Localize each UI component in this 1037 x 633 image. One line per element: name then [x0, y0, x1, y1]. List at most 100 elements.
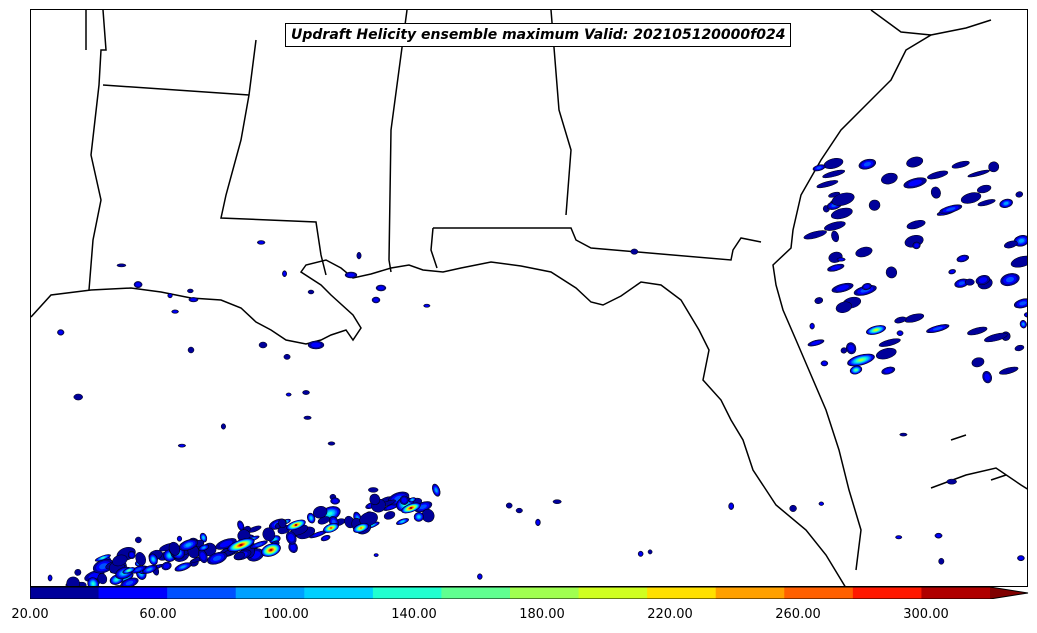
- helicity-contour: [168, 553, 172, 558]
- helicity-contour: [302, 390, 310, 395]
- helicity-contour: [822, 169, 846, 179]
- helicity-contour: [1004, 201, 1009, 205]
- helicity-contour: [830, 207, 853, 220]
- helicity-contour: [536, 520, 540, 525]
- colorbar-tick-label: 180.00: [519, 607, 565, 622]
- helicity-contour: [958, 281, 965, 286]
- helicity-contour: [283, 353, 291, 360]
- helicity-contour: [552, 499, 562, 504]
- helicity-contour: [373, 298, 379, 302]
- helicity-contour: [178, 537, 181, 541]
- helicity-contour: [1025, 313, 1027, 317]
- helicity-contour: [977, 199, 996, 207]
- helicity-contour: [816, 166, 822, 170]
- state-border-ar-la: [102, 84, 250, 96]
- helicity-contour: [927, 170, 949, 180]
- helicity-contour: [1005, 276, 1015, 283]
- helicity-contour: [875, 347, 897, 360]
- helicity-contour: [48, 576, 52, 580]
- helicity-contour: [854, 368, 858, 372]
- map-canvas: [31, 10, 1027, 586]
- helicity-contour: [896, 536, 901, 539]
- helicity-contour: [984, 332, 1008, 343]
- helicity-contour: [273, 538, 277, 541]
- helicity-contour: [202, 546, 206, 549]
- helicity-contour: [97, 573, 108, 585]
- helicity-contour: [988, 161, 1000, 173]
- helicity-contour: [1018, 238, 1025, 243]
- helicity-contour: [239, 543, 243, 547]
- helicity-contour: [258, 241, 264, 244]
- helicity-contour: [434, 488, 438, 493]
- helicity-contour: [932, 326, 943, 331]
- helicity-contour: [378, 286, 384, 290]
- helicity-contour: [515, 507, 523, 514]
- helicity-contour: [840, 347, 848, 354]
- helicity-contour: [374, 554, 378, 557]
- helicity-contour: [964, 278, 975, 286]
- helicity-contour: [311, 342, 321, 348]
- colorbar-outline: [30, 587, 1029, 599]
- colorbar-tick-label: 260.00: [775, 607, 821, 622]
- helicity-contour: [283, 271, 286, 276]
- helicity-contour: [1018, 556, 1024, 560]
- helicity-contour: [823, 157, 844, 170]
- helicity-contour: [836, 285, 849, 291]
- helicity-contour: [135, 567, 142, 572]
- colorbar-segment: [784, 587, 854, 599]
- helicity-contour: [855, 246, 873, 258]
- helicity-contour: [789, 504, 797, 512]
- state-border-ms-al: [388, 10, 408, 273]
- helicity-contour: [874, 328, 878, 332]
- helicity-contour: [478, 574, 482, 579]
- helicity-contour: [505, 502, 513, 509]
- helicity-contour: [885, 266, 898, 279]
- helicity-contour: [66, 576, 80, 586]
- colorbar-segment: [921, 587, 991, 599]
- helicity-contour: [135, 536, 142, 544]
- helicity-contour: [950, 270, 955, 274]
- helicity-field: [47, 156, 1027, 586]
- state-border-la-ms: [88, 10, 107, 291]
- helicity-contour: [814, 297, 824, 304]
- helicity-contour: [368, 487, 379, 493]
- helicity-contour: [327, 511, 333, 516]
- helicity-contour: [303, 415, 312, 420]
- helicity-contour: [1014, 344, 1025, 352]
- island-cuba: [930, 467, 1027, 490]
- helicity-contour: [945, 207, 956, 212]
- helicity-contour: [287, 393, 291, 396]
- helicity-contour: [386, 504, 396, 510]
- helicity-contour: [369, 493, 381, 506]
- helicity-contour: [255, 542, 263, 547]
- helicity-contour: [906, 156, 924, 168]
- helicity-contour: [356, 251, 362, 260]
- colorbar-segment: [715, 587, 785, 599]
- helicity-contour: [115, 578, 119, 581]
- helicity-contour: [951, 160, 970, 169]
- helicity-contour: [938, 557, 945, 565]
- colorbar-extend-arrow: [990, 587, 1028, 599]
- helicity-contour: [312, 532, 324, 537]
- colorbar-segment: [98, 587, 168, 599]
- helicity-contour: [868, 199, 881, 211]
- helicity-contour: [179, 444, 185, 447]
- helicity-contour: [810, 324, 814, 328]
- helicity-contour: [803, 230, 827, 240]
- helicity-contour: [417, 515, 421, 519]
- state-border-al-fl: [433, 227, 762, 261]
- helicity-contour: [330, 527, 332, 529]
- helicity-contour: [984, 373, 990, 381]
- helicity-contour: [906, 219, 926, 230]
- helicity-contour: [863, 284, 870, 289]
- coastline-east: [772, 19, 992, 571]
- helicity-contour: [262, 527, 276, 542]
- state-border-ms-al-south: [430, 227, 438, 269]
- helicity-contour: [978, 277, 988, 283]
- helicity-contour: [977, 184, 992, 194]
- helicity-contour: [200, 552, 206, 561]
- helicity-contour: [125, 580, 134, 586]
- helicity-contour: [971, 357, 985, 368]
- helicity-contour: [1019, 301, 1027, 306]
- map-panel: Updraft Helicity ensemble maximum Valid:…: [30, 9, 1028, 587]
